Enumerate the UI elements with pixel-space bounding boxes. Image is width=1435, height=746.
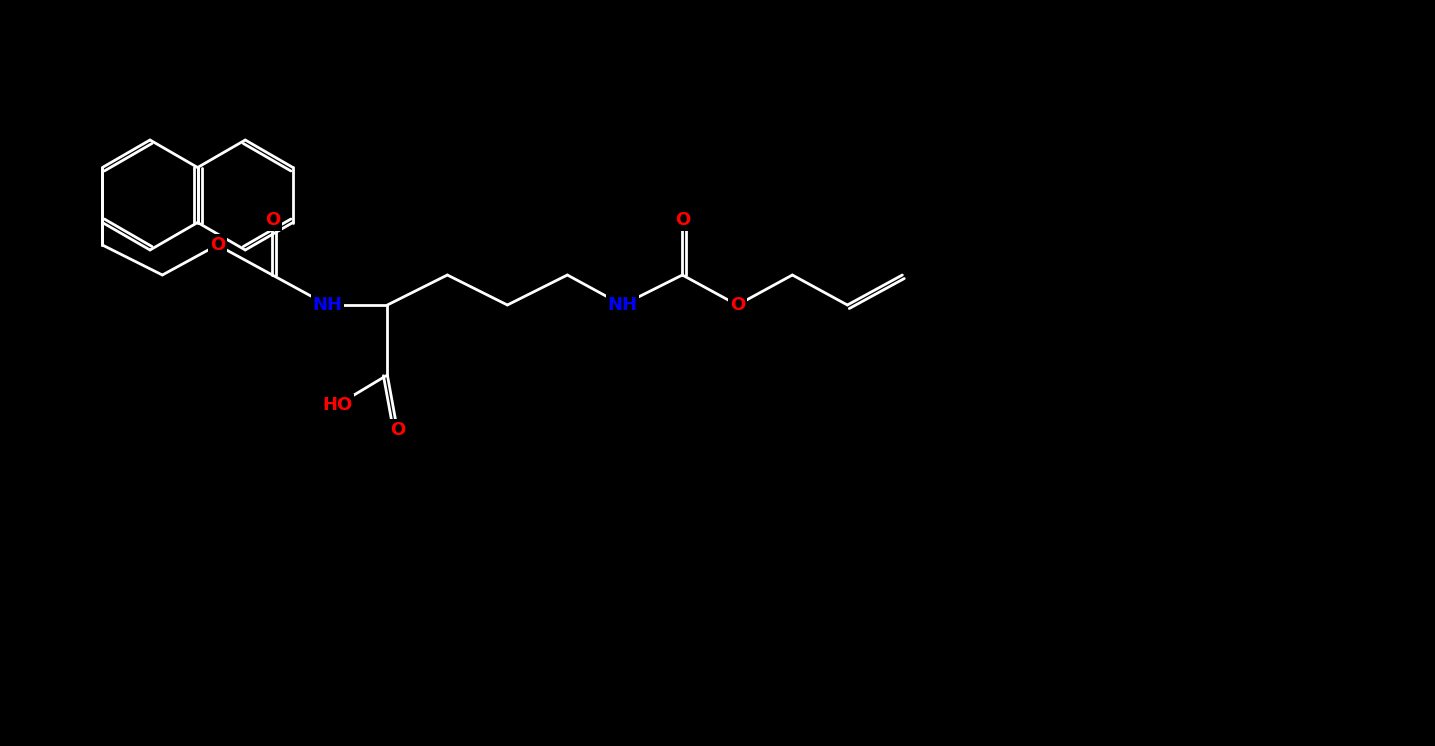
Text: O: O (210, 236, 225, 254)
Text: HO: HO (323, 396, 353, 414)
Text: NH: NH (607, 296, 637, 314)
Text: NH: NH (313, 296, 343, 314)
Text: O: O (390, 421, 405, 439)
Text: O: O (674, 211, 690, 229)
Text: O: O (730, 296, 745, 314)
Text: O: O (264, 211, 280, 229)
